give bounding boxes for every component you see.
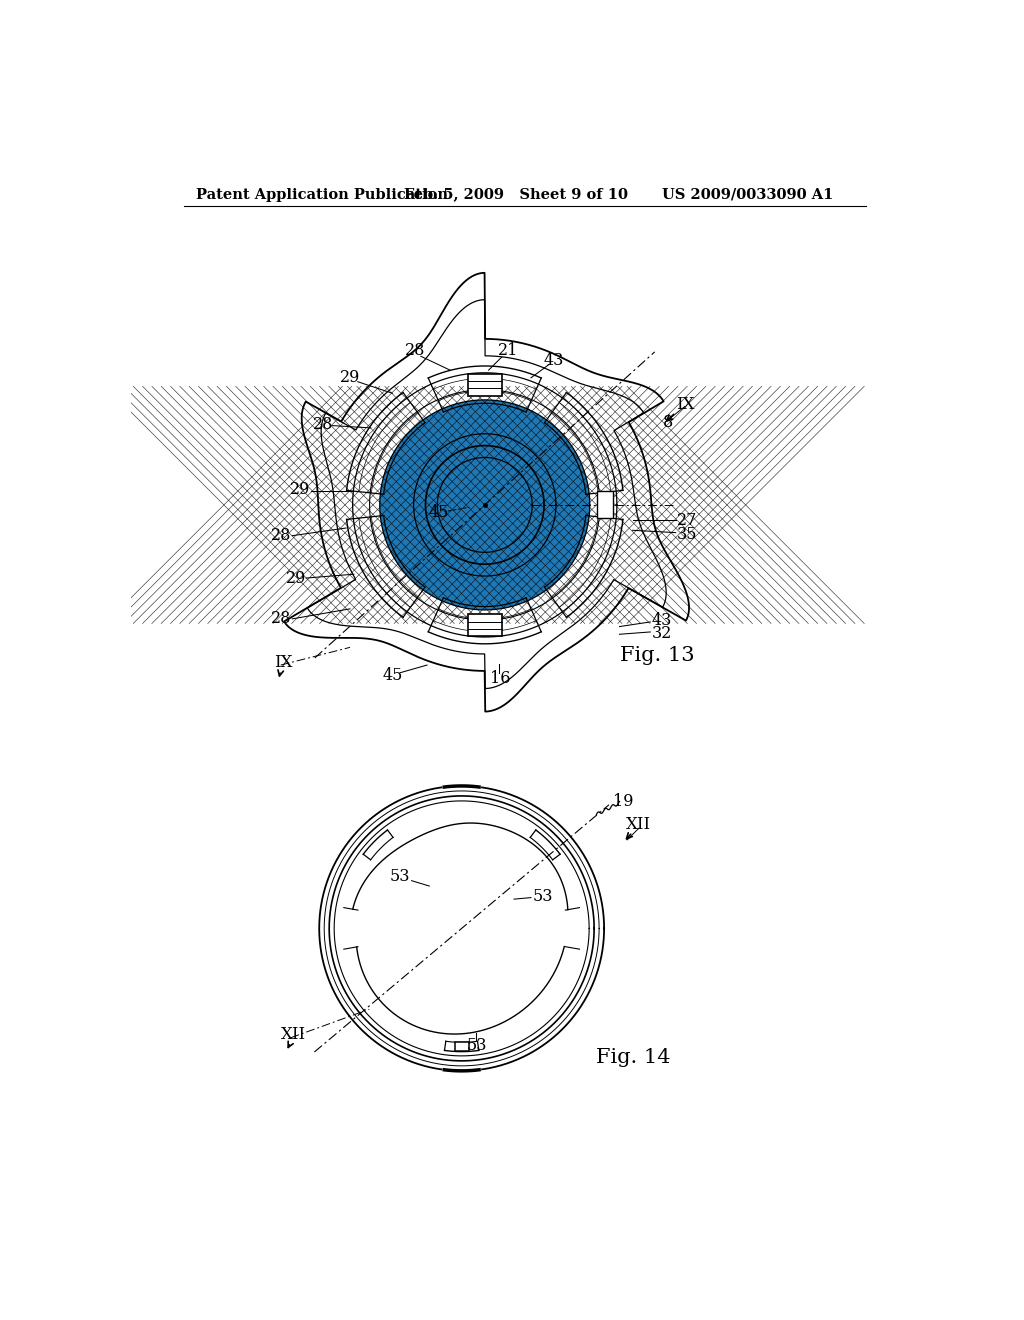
Text: Feb. 5, 2009   Sheet 9 of 10: Feb. 5, 2009 Sheet 9 of 10: [403, 187, 628, 202]
Text: XII: XII: [282, 1026, 306, 1043]
Text: IX: IX: [676, 396, 694, 413]
Text: Fig. 13: Fig. 13: [620, 645, 694, 664]
Text: 28: 28: [270, 527, 291, 544]
Text: 45: 45: [382, 668, 402, 684]
FancyBboxPatch shape: [468, 374, 502, 396]
Polygon shape: [380, 400, 590, 610]
Text: 43: 43: [651, 612, 672, 628]
Text: XII: XII: [627, 816, 651, 833]
Text: Fig. 14: Fig. 14: [596, 1048, 671, 1068]
Text: 29: 29: [340, 370, 360, 387]
Text: 8: 8: [663, 414, 673, 432]
Text: 43: 43: [544, 351, 564, 368]
Text: 35: 35: [677, 525, 697, 543]
Text: 28: 28: [313, 416, 333, 433]
Text: 29: 29: [286, 569, 306, 586]
Text: 19: 19: [613, 793, 634, 810]
Text: 32: 32: [651, 624, 672, 642]
Text: 28: 28: [406, 342, 426, 359]
Text: 29: 29: [290, 480, 310, 498]
Text: 53: 53: [532, 887, 553, 904]
Bar: [455, 1041, 469, 1051]
Text: 53: 53: [467, 1038, 487, 1053]
Text: US 2009/0033090 A1: US 2009/0033090 A1: [662, 187, 834, 202]
Text: IX: IX: [273, 655, 292, 672]
Text: 45: 45: [428, 504, 449, 521]
Text: 53: 53: [390, 867, 411, 884]
FancyBboxPatch shape: [597, 491, 612, 519]
Text: 28: 28: [270, 610, 291, 627]
Text: Patent Application Publication: Patent Application Publication: [196, 187, 449, 202]
FancyBboxPatch shape: [468, 614, 502, 636]
Text: 27: 27: [677, 512, 697, 529]
Text: 16: 16: [489, 669, 510, 686]
Text: 21: 21: [498, 342, 518, 359]
